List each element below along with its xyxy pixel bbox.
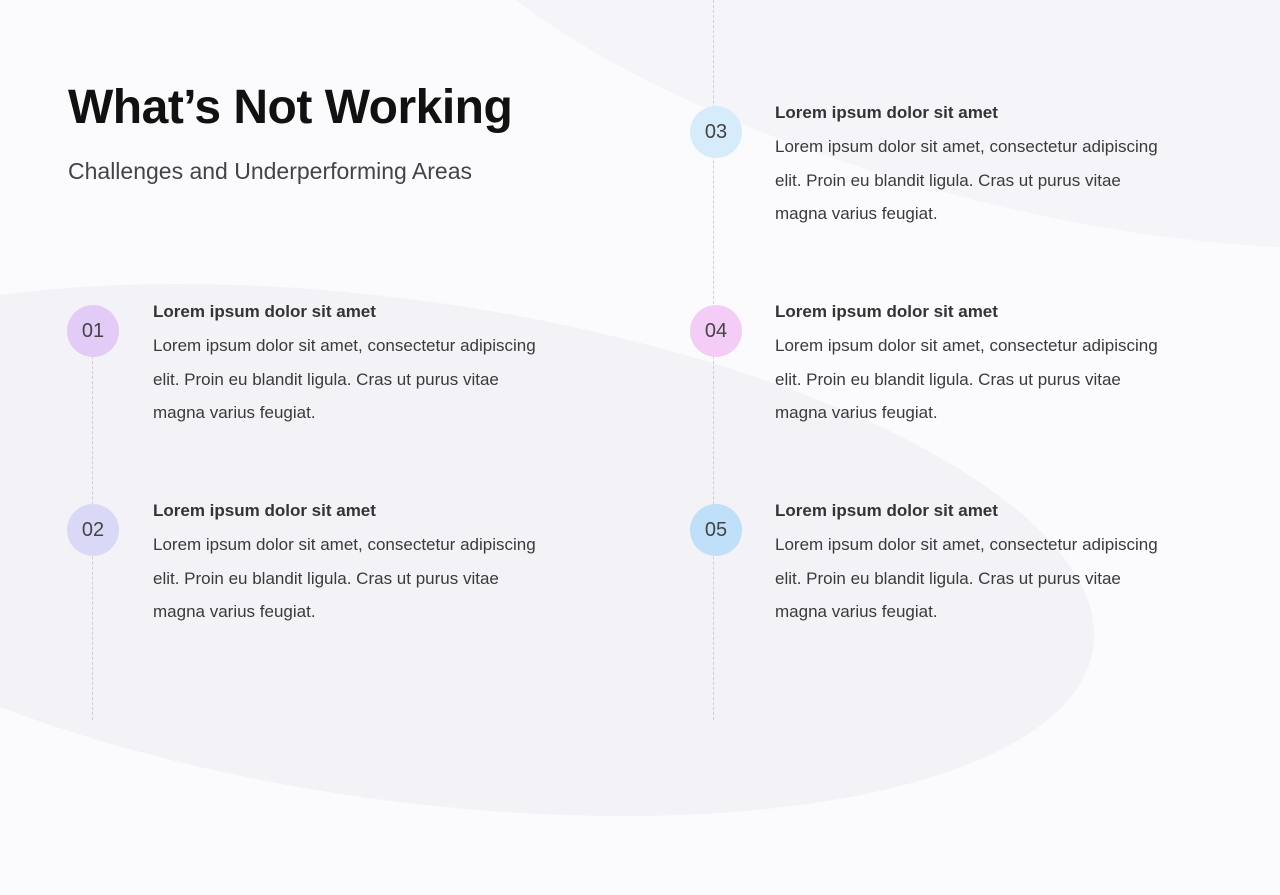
step-number-badge: 04	[690, 305, 742, 357]
step-heading: Lorem ipsum dolor sit amet	[775, 103, 998, 122]
step-heading: Lorem ipsum dolor sit amet	[153, 501, 376, 520]
step-description: Lorem ipsum dolor sit amet, consectetur …	[775, 535, 1158, 621]
step-number-badge: 01	[67, 305, 119, 357]
slide-title: What’s Not Working	[68, 81, 513, 134]
step-number-badge: 05	[690, 504, 742, 556]
step-description: Lorem ipsum dolor sit amet, consectetur …	[775, 137, 1158, 223]
step-description: Lorem ipsum dolor sit amet, consectetur …	[153, 336, 536, 422]
step-description: Lorem ipsum dolor sit amet, consectetur …	[775, 336, 1158, 422]
timeline-line-right	[713, 0, 714, 720]
step-number-badge: 03	[690, 106, 742, 158]
step-heading: Lorem ipsum dolor sit amet	[775, 302, 998, 321]
slide-subtitle: Challenges and Underperforming Areas	[68, 158, 473, 184]
step-heading: Lorem ipsum dolor sit amet	[775, 501, 998, 520]
step-number-badge: 02	[67, 504, 119, 556]
step-heading: Lorem ipsum dolor sit amet	[153, 302, 376, 321]
step-description: Lorem ipsum dolor sit amet, consectetur …	[153, 535, 536, 621]
